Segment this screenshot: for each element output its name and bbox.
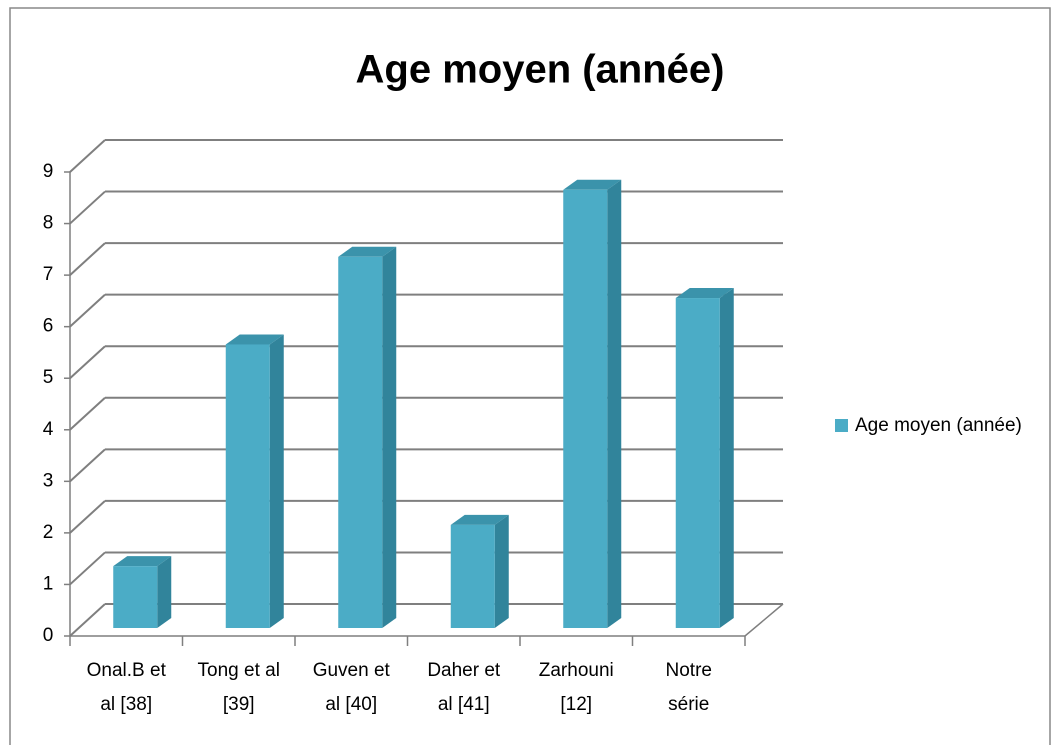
bar-side [157,556,172,628]
x-tick-label: Daher et al [41] [427,660,501,715]
chart-border [9,7,1051,745]
bar-side [382,246,397,629]
y-tick-label: 3 [43,470,54,491]
y-tick-label: 5 [43,367,54,388]
y-tick-label: 6 [43,316,54,337]
legend-swatch [835,419,848,432]
grid-line [69,603,106,637]
bar-side [494,514,509,628]
chart-title: Age moyen (année) [356,48,725,92]
y-tick-label: 2 [43,522,54,543]
grid-line [69,397,106,431]
bar [675,298,720,628]
bar [113,566,158,628]
bar [450,524,495,628]
grid-line [69,551,106,586]
floor-edge [744,603,784,637]
bar [338,256,383,628]
y-tick-label: 4 [43,419,54,440]
bar-top [225,334,284,345]
bar-top [113,556,172,567]
y-tick-label: 7 [43,264,54,285]
bar [563,189,608,628]
x-tick-label: Guven et al [40] [312,660,390,715]
bar-top [563,179,622,190]
y-tick-label: 9 [43,161,54,182]
grid-line [69,500,106,534]
grid-line [69,293,106,328]
y-tick-label: 0 [43,625,54,646]
x-tick-label: Onal.B et al [38] [86,660,166,715]
grid-line [69,190,106,225]
grid-line [69,345,106,379]
y-tick-label: 8 [43,213,54,234]
x-tick-label: Tong et al [39] [197,660,280,715]
y-tick-label: 1 [43,573,54,594]
bar [225,344,270,628]
grid-line [69,139,106,173]
grid-line [69,242,106,276]
x-tick-label: Zarhouni [12] [538,660,614,715]
x-tick-label: Notre série [665,660,712,715]
bar-top [675,288,734,299]
bar-side [607,179,622,628]
grid-line [69,448,106,483]
bar-top [338,246,397,257]
bar-top [450,514,509,525]
bar-side [269,334,284,628]
legend-label: Age moyen (année) [855,415,1022,436]
bar-side [719,288,734,628]
